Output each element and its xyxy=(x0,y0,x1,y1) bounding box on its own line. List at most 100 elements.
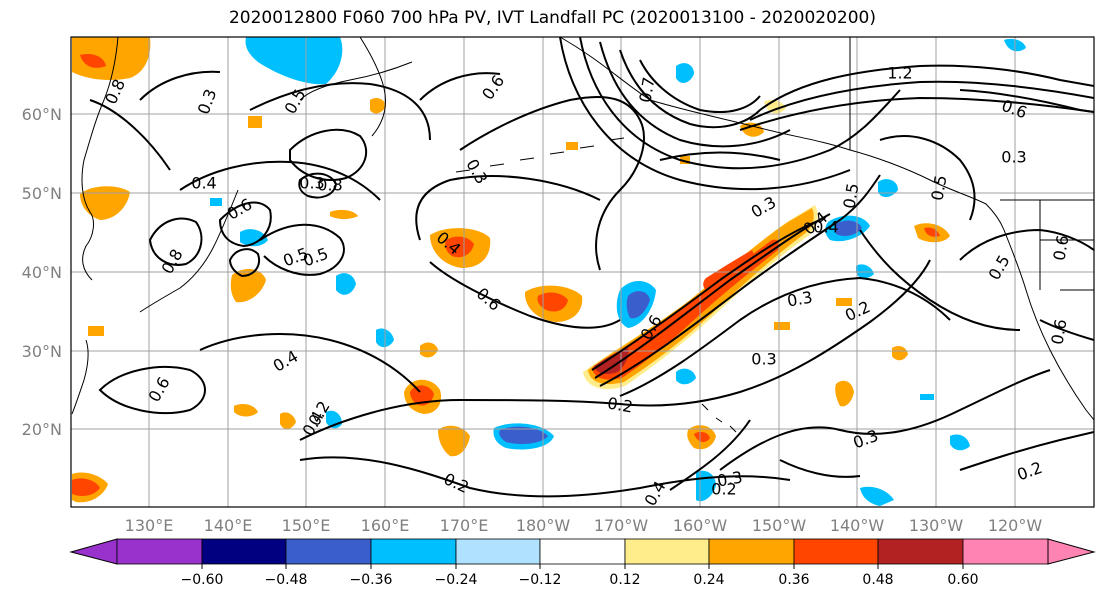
map-panel xyxy=(71,37,1094,507)
lon-label: 130°W xyxy=(909,516,964,535)
shade-orange xyxy=(740,122,764,137)
map-title: 2020012800 F060 700 hPa PV, IVT Landfall… xyxy=(228,8,876,28)
colorbar-tick-label: 0.24 xyxy=(693,572,724,588)
contour-label: 0.3 xyxy=(299,174,324,193)
shade-jet-red xyxy=(703,250,754,292)
shade-jet-darkred xyxy=(594,348,629,374)
colorbar: −0.60 −0.48 −0.36 −0.24 −0.12 0.12 0.24 0.36 0.4… xyxy=(69,538,1096,588)
contour-label: 0.3 xyxy=(716,467,744,490)
shade-orange xyxy=(370,98,386,114)
contour-label: 0.5 xyxy=(927,174,950,202)
contour-label: 0.3 xyxy=(786,287,814,310)
contour-label: 0.3 xyxy=(1001,148,1026,167)
contour-label: 1.2 xyxy=(887,64,912,83)
contour-0.8 xyxy=(228,248,260,278)
coast-aleutians xyxy=(455,137,625,173)
contour-0.6 xyxy=(591,219,821,371)
contour-0.3 xyxy=(619,276,951,397)
contour-0.4 xyxy=(599,174,881,387)
shade-orange xyxy=(330,209,358,219)
latitude-labels: 60°N 50°N 40°N 30°N 20°N xyxy=(22,105,62,439)
shade-orange xyxy=(438,425,470,457)
shade-blue xyxy=(950,434,970,451)
contour-label: 0.8 xyxy=(317,176,342,195)
shade-orange xyxy=(835,380,854,407)
contour-0.6 xyxy=(429,261,621,329)
contour-0.3 xyxy=(719,369,1051,471)
shade-orange xyxy=(248,116,262,128)
colorbar-tick-label: −0.48 xyxy=(265,572,308,588)
contour-label: 0.7 xyxy=(635,76,658,104)
shade-red xyxy=(537,292,568,312)
contour-0.8 xyxy=(639,59,761,114)
shade-orange xyxy=(72,37,151,80)
shade-orange xyxy=(80,54,106,68)
contour-1.0 xyxy=(749,80,1094,121)
contour-0.5 xyxy=(249,82,431,141)
coast-northamerica xyxy=(1003,229,1094,421)
colorbar-tick-label: 0.48 xyxy=(862,572,893,588)
contour-0.2 xyxy=(299,259,931,441)
contour-0.2 xyxy=(139,70,221,101)
shade-orange xyxy=(420,342,438,358)
contour-1.2 xyxy=(759,64,1094,111)
colorbar-box xyxy=(539,538,626,565)
lat-label: 20°N xyxy=(22,420,62,439)
contour-label: 0.3 xyxy=(751,350,776,369)
shade-red xyxy=(445,236,474,258)
coast-japan xyxy=(139,189,239,313)
lon-label: 170°W xyxy=(594,516,649,535)
contour-0.8 xyxy=(148,217,203,266)
colorbar-boxes xyxy=(116,538,1049,565)
contour-0.6 xyxy=(415,175,601,241)
contour-0.8 xyxy=(298,172,338,199)
shade-orange xyxy=(280,412,296,430)
contour-0.4 xyxy=(179,160,381,201)
contour-0.5 xyxy=(779,459,861,478)
contour-0.3 xyxy=(859,229,1021,331)
shade-orange xyxy=(234,404,258,417)
shade-royal xyxy=(499,426,548,444)
contour-0.6 xyxy=(599,41,791,148)
contour-0.6 xyxy=(218,201,272,248)
pv-contours xyxy=(89,37,1094,498)
contour-0.4 xyxy=(419,72,501,101)
shade-red xyxy=(72,478,100,496)
shade-blue xyxy=(856,264,874,279)
shade-blue xyxy=(676,368,696,385)
contour-0.2 xyxy=(299,456,791,498)
contour-0.5 xyxy=(259,223,345,276)
colorbar-tick-label: −0.60 xyxy=(181,572,224,588)
shade-blue xyxy=(860,486,894,506)
contour-label: 0.2 xyxy=(711,480,736,499)
shade-orange xyxy=(80,186,130,220)
border-states xyxy=(1039,200,1094,291)
colorbar-box xyxy=(285,538,372,565)
colorbar-tick-label: −0.36 xyxy=(350,572,393,588)
colorbar-box xyxy=(962,538,1049,565)
shade-orange xyxy=(230,268,266,303)
lat-label: 50°N xyxy=(22,184,62,203)
lon-label: 160°W xyxy=(673,516,728,535)
lon-label: 150°W xyxy=(752,516,807,535)
colorbar-tick-label: 0.12 xyxy=(609,572,640,588)
colorbar-tick-labels: −0.60 −0.48 −0.36 −0.24 −0.12 0.12 0.24 0.36 0.4… xyxy=(181,564,979,588)
shade-blue xyxy=(210,198,222,206)
contour-label: 0.6 xyxy=(1049,234,1072,262)
contour-0.7 xyxy=(619,49,761,129)
lon-label: 130°E xyxy=(125,516,174,535)
border-canada-us xyxy=(849,37,1094,201)
shade-royal xyxy=(836,220,862,236)
lon-label: 180°W xyxy=(516,516,571,535)
coast-kamchatka xyxy=(359,37,386,137)
coast-philippines xyxy=(71,339,89,415)
contour-label: 0.4 xyxy=(191,174,216,193)
lat-label: 60°N xyxy=(22,105,62,124)
lon-label: 170°E xyxy=(440,516,489,535)
contour-label: 0.2 xyxy=(606,393,634,416)
contour-0.4 xyxy=(199,333,421,393)
lat-label: 40°N xyxy=(22,263,62,282)
contour-0.4 xyxy=(559,37,851,191)
colorbar-box xyxy=(455,538,541,565)
pv-shading xyxy=(72,37,1026,506)
